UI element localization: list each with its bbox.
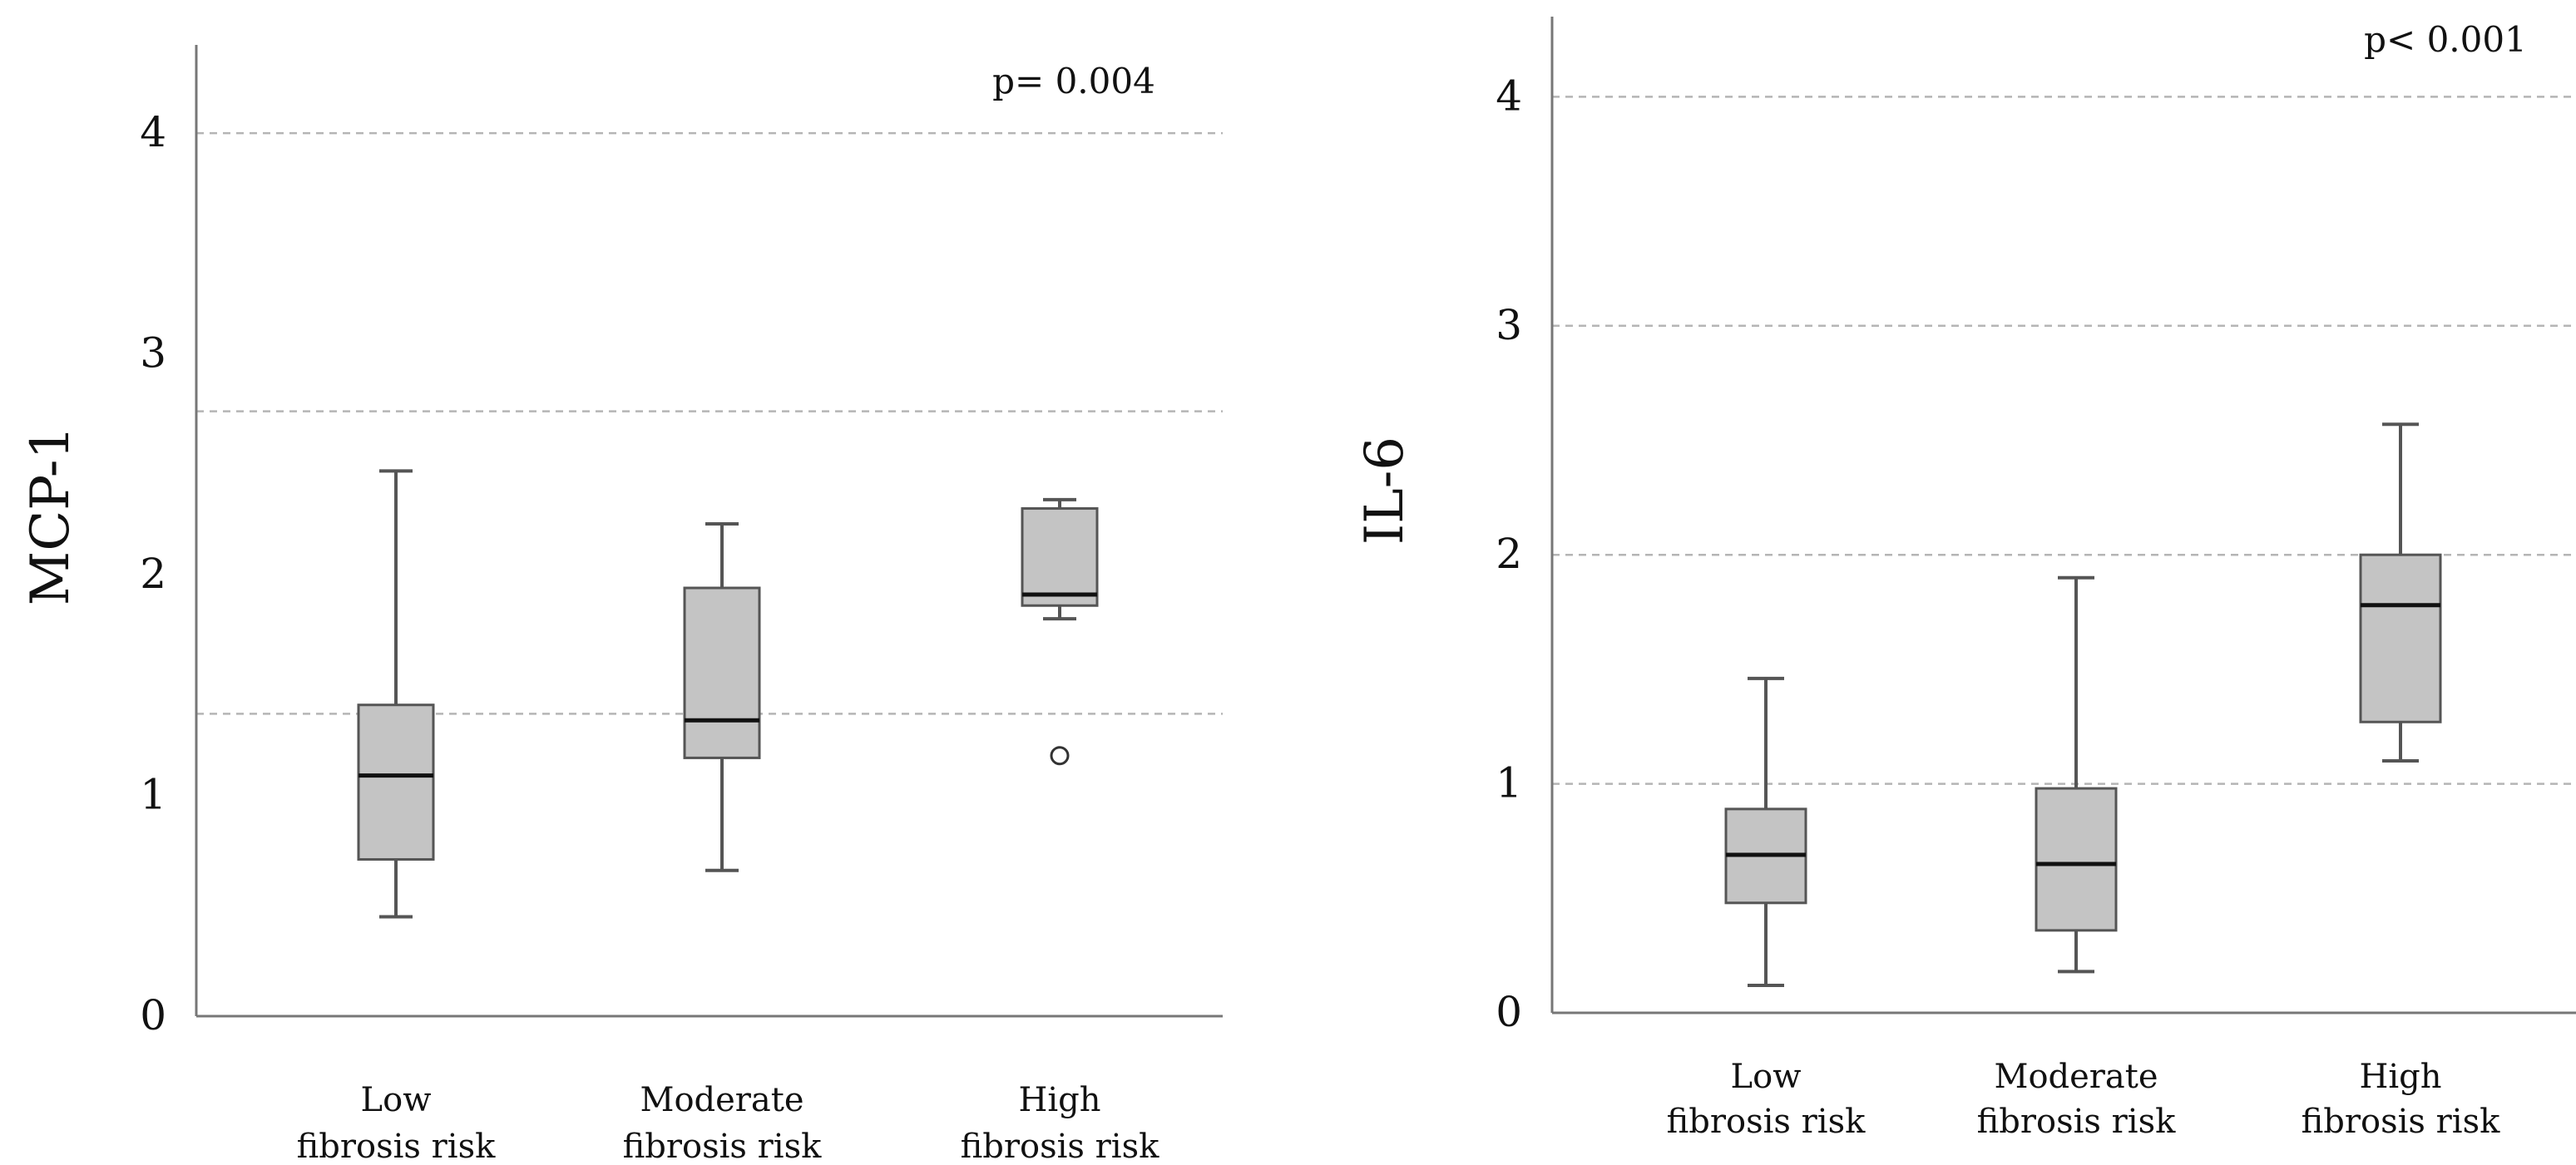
- x-category-label: Low fibrosis risk: [297, 1081, 496, 1165]
- x-category-label-line2: fibrosis risk: [297, 1128, 496, 1165]
- x-category-label: Low fibrosis risk: [1667, 1058, 1866, 1141]
- x-category-label-line1: Moderate: [640, 1081, 803, 1119]
- y-tick-label: 4: [1496, 72, 1522, 120]
- y-tick-label: 1: [140, 771, 166, 819]
- x-category-label: High fibrosis risk: [2302, 1058, 2500, 1141]
- iqr-box: [2359, 553, 2442, 723]
- p-value-label: p= 0.004: [992, 61, 1155, 101]
- x-category-label: High fibrosis risk: [961, 1081, 1159, 1165]
- box-plot-1: [357, 469, 435, 919]
- box-plot-2: [683, 522, 761, 872]
- iqr-box: [357, 703, 435, 861]
- y-tick-label: 1: [1496, 759, 1522, 807]
- box-plot-3: [2359, 422, 2442, 763]
- x-category-label-line1: Low: [361, 1081, 432, 1119]
- iqr-box: [1021, 506, 1099, 607]
- y-tick-label: 4: [140, 108, 166, 156]
- x-category-label-line1: Moderate: [1994, 1058, 2158, 1096]
- y-axis-label: MCP-1: [20, 426, 82, 605]
- p-value-label: p< 0.001: [2364, 19, 2527, 60]
- outlier-point: [1050, 746, 1070, 766]
- x-category-label-line2: fibrosis risk: [961, 1128, 1159, 1165]
- y-tick-label: 0: [1496, 988, 1522, 1036]
- box-plot-1: [1724, 676, 1807, 987]
- box-plot-2: [2035, 575, 2118, 974]
- y-axis-label: IL-6: [1354, 437, 1416, 545]
- y-tick-label: 3: [140, 329, 166, 378]
- x-category-label-line2: fibrosis risk: [2302, 1103, 2500, 1141]
- x-category-label-line1: High: [1018, 1081, 1100, 1119]
- iqr-box: [683, 586, 761, 759]
- x-category-label: Moderate fibrosis risk: [1977, 1058, 2176, 1141]
- x-category-label-line2: fibrosis risk: [623, 1128, 822, 1165]
- x-category-label-line2: fibrosis risk: [1667, 1103, 1866, 1141]
- x-category-label-line1: Low: [1731, 1058, 1802, 1096]
- x-category-label-line2: fibrosis risk: [1977, 1103, 2176, 1141]
- y-tick-label: 3: [1496, 301, 1522, 349]
- y-tick-label: 2: [1496, 530, 1522, 578]
- x-category-label-line1: High: [2359, 1058, 2441, 1096]
- box-plot-3: [1021, 497, 1099, 766]
- iqr-box: [2035, 787, 2118, 932]
- x-category-label: Moderate fibrosis risk: [623, 1081, 822, 1165]
- y-tick-label: 0: [140, 991, 166, 1039]
- y-tick-label: 2: [140, 550, 166, 598]
